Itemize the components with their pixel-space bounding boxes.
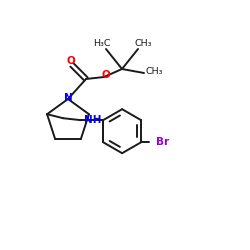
Text: CH₃: CH₃ bbox=[134, 38, 152, 48]
Text: Br: Br bbox=[156, 137, 169, 147]
Text: N: N bbox=[64, 93, 72, 103]
Text: O: O bbox=[102, 70, 110, 80]
Text: NH: NH bbox=[84, 115, 102, 125]
Text: H₃C: H₃C bbox=[93, 38, 111, 48]
Text: CH₃: CH₃ bbox=[145, 68, 163, 76]
Text: O: O bbox=[66, 56, 76, 66]
